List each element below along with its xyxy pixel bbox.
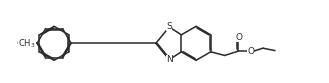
Text: CH$_3$: CH$_3$ [18,37,36,50]
Text: O: O [247,47,254,56]
Text: N: N [166,55,173,64]
Text: O: O [24,39,32,48]
Text: O: O [235,33,242,42]
Text: S: S [166,22,172,31]
